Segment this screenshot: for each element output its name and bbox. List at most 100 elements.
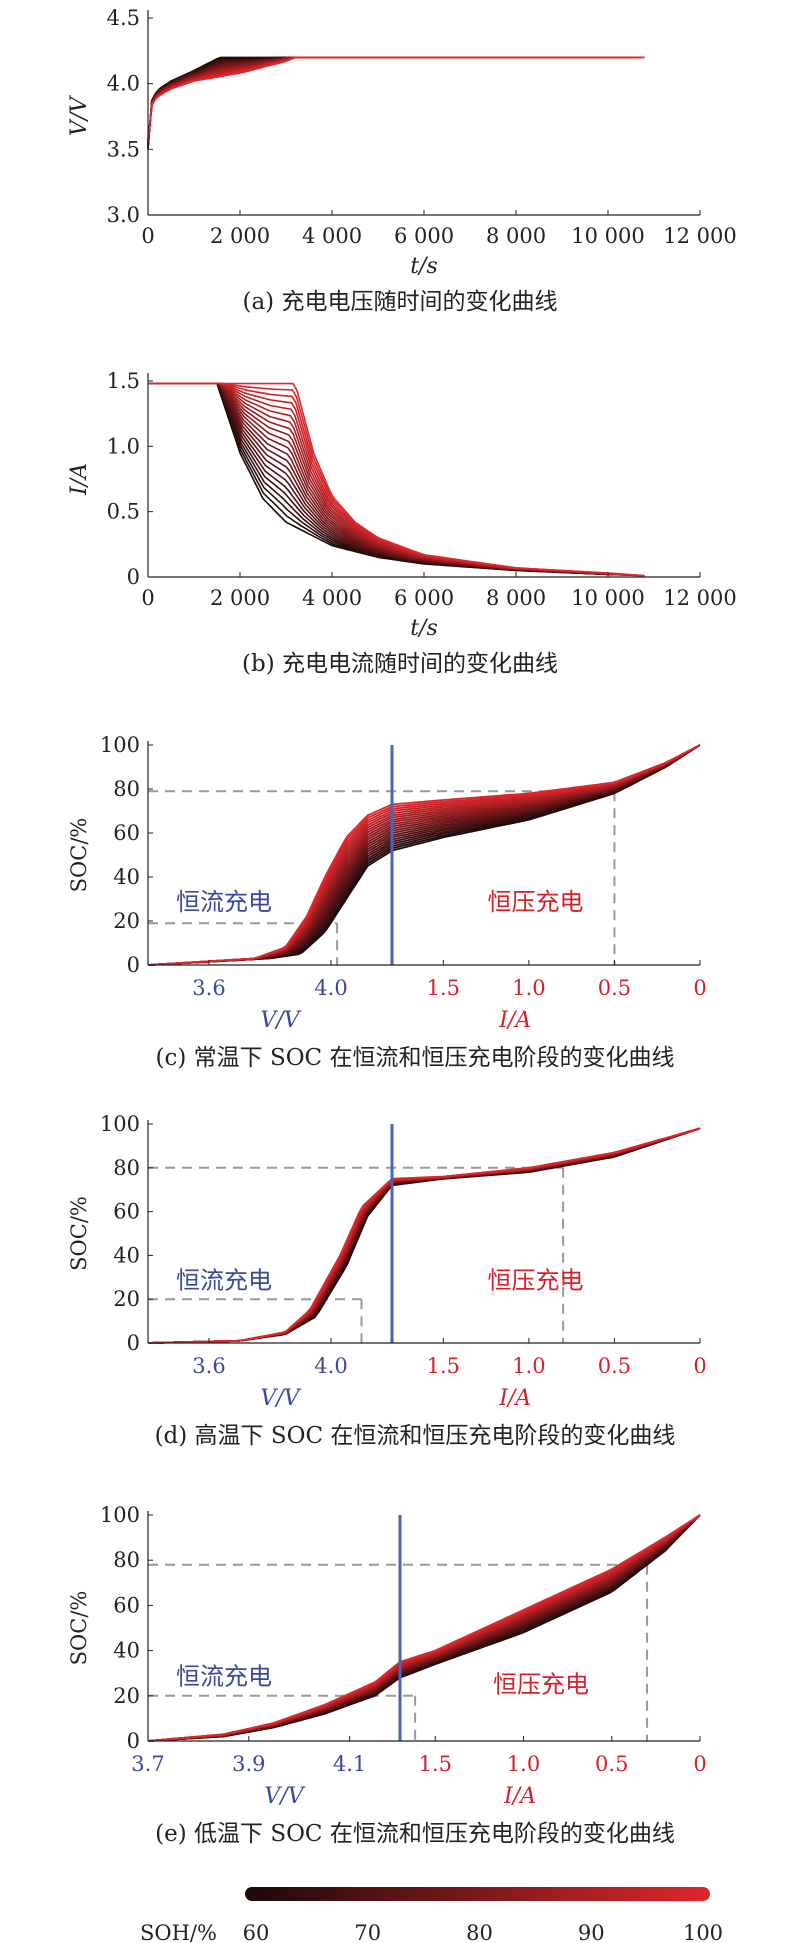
x-tick-label: 6 000 bbox=[394, 586, 454, 610]
current-axis-label: I/A bbox=[498, 1008, 531, 1033]
series-line-soh-73 bbox=[147, 1127, 701, 1344]
y-tick-label: 80 bbox=[113, 1548, 140, 1572]
y-tick-label: 0 bbox=[127, 565, 140, 589]
series-line-soh-79 bbox=[147, 744, 701, 966]
cc-stage-label: 恒流充电 bbox=[176, 1266, 272, 1294]
series-line-soh-90 bbox=[147, 1127, 701, 1344]
series-line-soh-71 bbox=[147, 744, 701, 966]
series-line-soh-90 bbox=[147, 744, 701, 966]
series-line-soh-60 bbox=[147, 1127, 701, 1344]
panel-e: 0 20 40 60 80 100 3.7 3.9 4.1 1.5 1.0 0.5 0 SOC/% V/V I… bbox=[67, 1503, 707, 1847]
series-line-soh-94 bbox=[148, 382, 640, 577]
series-line-soh-89 bbox=[147, 1514, 701, 1742]
series-line-soh-81 bbox=[147, 1514, 701, 1742]
current-tick-label: 0.5 bbox=[598, 976, 631, 1000]
colorbar-tick-label: 90 bbox=[578, 1921, 605, 1943]
y-axis-label: SOC/% bbox=[67, 1591, 91, 1666]
series-line-soh-68 bbox=[147, 1514, 701, 1742]
series-line-soh-60 bbox=[147, 1514, 701, 1742]
y-tick-label: 4.5 bbox=[107, 6, 140, 30]
series-line-soh-94 bbox=[147, 744, 701, 966]
series-line-soh-89 bbox=[147, 1127, 701, 1344]
cc-stage-label: 恒流充电 bbox=[176, 888, 272, 916]
panel-c: 0 20 40 60 80 100 3.6 4.0 1.5 1.0 0.5 0 SOC/% V/V I/A 恒… bbox=[67, 733, 707, 1071]
current-tick-label: 1.0 bbox=[507, 1752, 540, 1776]
y-tick-label: 0 bbox=[127, 1331, 140, 1355]
series-line-soh-100 bbox=[147, 1514, 701, 1742]
x-tick-label: 12 000 bbox=[663, 224, 736, 248]
panel-b: 0 0.5 1.0 1.5 0 2 000 4 000 6 000 8 000 10 000 12 … bbox=[67, 369, 737, 677]
voltage-axis-label: V/V bbox=[260, 1008, 301, 1033]
series-line-soh-68 bbox=[147, 744, 701, 966]
soh-colorbar: SOH/% 60 70 80 90 100 bbox=[140, 1887, 723, 1943]
series-line-soh-96 bbox=[147, 744, 701, 966]
series-line-soh-90 bbox=[147, 1514, 701, 1742]
current-tick-label: 0 bbox=[693, 976, 706, 1000]
series-line-soh-70 bbox=[147, 1514, 701, 1742]
y-tick-label: 1.5 bbox=[107, 369, 140, 393]
series-line-soh-85 bbox=[147, 744, 701, 966]
series-line-soh-62 bbox=[147, 744, 701, 966]
y-tick-label: 60 bbox=[113, 1593, 140, 1617]
series-line-soh-100 bbox=[148, 382, 645, 577]
panel-a: 3.0 3.5 4.0 4.5 0 2 000 4 000 6 000 8 000 10 000 1… bbox=[67, 6, 737, 315]
voltage-tick-label: 3.6 bbox=[192, 976, 225, 1000]
x-axis-label: t/s bbox=[410, 254, 438, 279]
series-line-soh-75 bbox=[147, 744, 701, 966]
series-line-soh-96 bbox=[147, 1127, 701, 1344]
x-tick-label: 4 000 bbox=[302, 224, 362, 248]
y-tick-label: 1.0 bbox=[107, 434, 140, 458]
y-tick-label: 3.0 bbox=[107, 203, 140, 227]
colorbar-tick-label: 80 bbox=[466, 1921, 493, 1943]
voltage-tick-label: 3.7 bbox=[131, 1752, 164, 1776]
cc-stage-label: 恒流充电 bbox=[176, 1663, 272, 1691]
series-line-soh-75 bbox=[147, 1514, 701, 1742]
x-tick-label: 12 000 bbox=[663, 586, 736, 610]
series-line-soh-85 bbox=[147, 1127, 701, 1344]
series-line-soh-96 bbox=[147, 1514, 701, 1742]
series-line-soh-64 bbox=[147, 744, 701, 966]
y-tick-label: 0.5 bbox=[107, 500, 140, 524]
panel-caption: (e) 低温下 SOC 在恒流和恒压充电阶段的变化曲线 bbox=[155, 1821, 675, 1847]
voltage-tick-label: 4.0 bbox=[314, 1354, 347, 1378]
current-tick-label: 1.0 bbox=[512, 1354, 545, 1378]
series-line-soh-89 bbox=[147, 744, 701, 966]
series-line-soh-92 bbox=[147, 1127, 701, 1344]
series-line-soh-73 bbox=[147, 1514, 701, 1742]
series-line-soh-77 bbox=[147, 1514, 701, 1742]
series-line-soh-87 bbox=[147, 1127, 701, 1344]
series-line-soh-100 bbox=[147, 56, 645, 139]
cv-stage-label: 恒压充电 bbox=[487, 888, 583, 916]
current-axis-label: I/A bbox=[503, 1784, 536, 1809]
cv-stage-label: 恒压充电 bbox=[487, 1266, 583, 1294]
series-line-soh-68 bbox=[147, 1127, 701, 1344]
colorbar-tick-label: 70 bbox=[354, 1921, 381, 1943]
colorbar-tick-label: 60 bbox=[243, 1921, 270, 1943]
series-line-soh-66 bbox=[147, 1514, 701, 1742]
y-tick-label: 20 bbox=[113, 1684, 140, 1708]
current-tick-label: 1.0 bbox=[512, 976, 545, 1000]
voltage-tick-label: 4.0 bbox=[314, 976, 347, 1000]
y-tick-label: 80 bbox=[113, 777, 140, 801]
series-line-soh-60 bbox=[147, 744, 701, 966]
series-line-soh-70 bbox=[147, 1127, 701, 1344]
series-line-soh-98 bbox=[147, 1514, 701, 1742]
y-tick-label: 40 bbox=[113, 1243, 140, 1267]
series-line-soh-64 bbox=[147, 1514, 701, 1742]
y-tick-label: 4.0 bbox=[107, 72, 140, 96]
colorbar-label: SOH/% bbox=[140, 1921, 217, 1943]
series-line-soh-77 bbox=[147, 744, 701, 966]
current-tick-label: 1.5 bbox=[427, 976, 460, 1000]
x-tick-label: 0 bbox=[141, 224, 154, 248]
series-line-soh-94 bbox=[147, 1514, 701, 1742]
series-line-soh-66 bbox=[147, 1127, 701, 1344]
series-line-soh-79 bbox=[147, 1127, 701, 1344]
current-tick-label: 0 bbox=[693, 1752, 706, 1776]
y-tick-label: 20 bbox=[113, 909, 140, 933]
series-line-soh-100 bbox=[147, 1127, 701, 1344]
series-line-soh-98 bbox=[147, 744, 701, 966]
series-line-soh-77 bbox=[147, 1127, 701, 1344]
current-tick-label: 0.5 bbox=[598, 1354, 631, 1378]
x-tick-label: 2 000 bbox=[210, 224, 270, 248]
